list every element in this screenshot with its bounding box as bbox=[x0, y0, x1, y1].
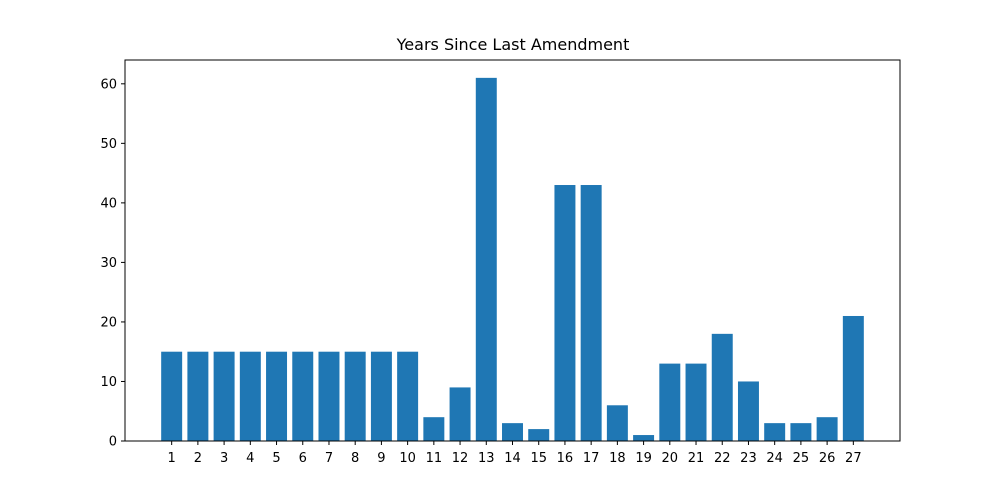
bar-20 bbox=[659, 363, 681, 441]
bar-24 bbox=[764, 423, 786, 441]
y-tick-label: 60 bbox=[100, 77, 117, 92]
x-tick-label: 21 bbox=[688, 451, 705, 466]
bar-12 bbox=[449, 387, 471, 441]
bar-15 bbox=[528, 429, 550, 441]
x-tick-label: 18 bbox=[609, 451, 626, 466]
bar-7 bbox=[318, 351, 340, 441]
x-tick-label: 16 bbox=[557, 451, 574, 466]
x-tick-label: 12 bbox=[452, 451, 469, 466]
bar-14 bbox=[502, 423, 523, 441]
x-tick-label: 14 bbox=[504, 451, 521, 466]
axes-layer: 1 2 3 4 5 6 7 8 9 10 11 12 13 14 15 16 17 18 19 20 21 22 23 24 2… bbox=[100, 59, 901, 466]
bar-26 bbox=[816, 417, 838, 441]
bar-2 bbox=[187, 351, 209, 441]
bar-1 bbox=[161, 351, 183, 441]
bar-27 bbox=[842, 315, 864, 441]
y-tick-label: 20 bbox=[100, 315, 117, 330]
x-tick-label: 9 bbox=[377, 451, 385, 466]
x-tick-label: 4 bbox=[246, 451, 254, 466]
x-tick-label: 24 bbox=[766, 451, 783, 466]
x-tick-label: 10 bbox=[399, 451, 416, 466]
x-tick-label: 25 bbox=[793, 451, 810, 466]
bar-3 bbox=[213, 351, 235, 441]
bar-5 bbox=[266, 351, 288, 441]
bar-10 bbox=[397, 351, 419, 441]
bar-9 bbox=[370, 351, 392, 441]
x-tick-label: 22 bbox=[714, 451, 731, 466]
chart-title: Years Since Last Amendment bbox=[396, 35, 630, 54]
x-tick-label: 11 bbox=[426, 451, 443, 466]
x-tick-label: 3 bbox=[220, 451, 228, 466]
bar-6 bbox=[292, 351, 314, 441]
x-tick-label: 6 bbox=[299, 451, 307, 466]
bar-16 bbox=[554, 185, 576, 441]
x-tick-label: 13 bbox=[478, 451, 495, 466]
bar-4 bbox=[239, 351, 261, 441]
y-tick-label: 10 bbox=[100, 375, 117, 390]
x-tick-label: 26 bbox=[819, 451, 836, 466]
bars-layer bbox=[161, 77, 864, 441]
x-tick-label: 7 bbox=[325, 451, 333, 466]
bar-23 bbox=[737, 381, 759, 441]
bar-21 bbox=[685, 363, 707, 441]
y-tick-label: 0 bbox=[109, 435, 117, 450]
x-tick-label: 1 bbox=[168, 451, 176, 466]
y-tick-label: 50 bbox=[100, 137, 117, 152]
x-tick-label: 8 bbox=[351, 451, 359, 466]
bar-13 bbox=[475, 77, 497, 441]
x-tick-label: 27 bbox=[845, 451, 862, 466]
x-tick-label: 19 bbox=[635, 451, 652, 466]
x-tick-label: 20 bbox=[662, 451, 679, 466]
bar-25 bbox=[790, 423, 812, 441]
x-tick-label: 17 bbox=[583, 451, 600, 466]
bar-17 bbox=[580, 185, 602, 441]
x-tick-label: 23 bbox=[740, 451, 757, 466]
x-tick-label: 5 bbox=[272, 451, 280, 466]
bar-18 bbox=[606, 405, 628, 441]
x-tick-label: 15 bbox=[530, 451, 547, 466]
plot-frame bbox=[124, 59, 901, 442]
bar-11 bbox=[423, 417, 445, 441]
bar-19 bbox=[633, 435, 655, 441]
bar-8 bbox=[344, 351, 366, 441]
x-tick-label: 2 bbox=[194, 451, 202, 466]
y-tick-label: 40 bbox=[100, 196, 117, 211]
bar-22 bbox=[711, 333, 733, 441]
y-tick-label: 30 bbox=[100, 256, 117, 271]
